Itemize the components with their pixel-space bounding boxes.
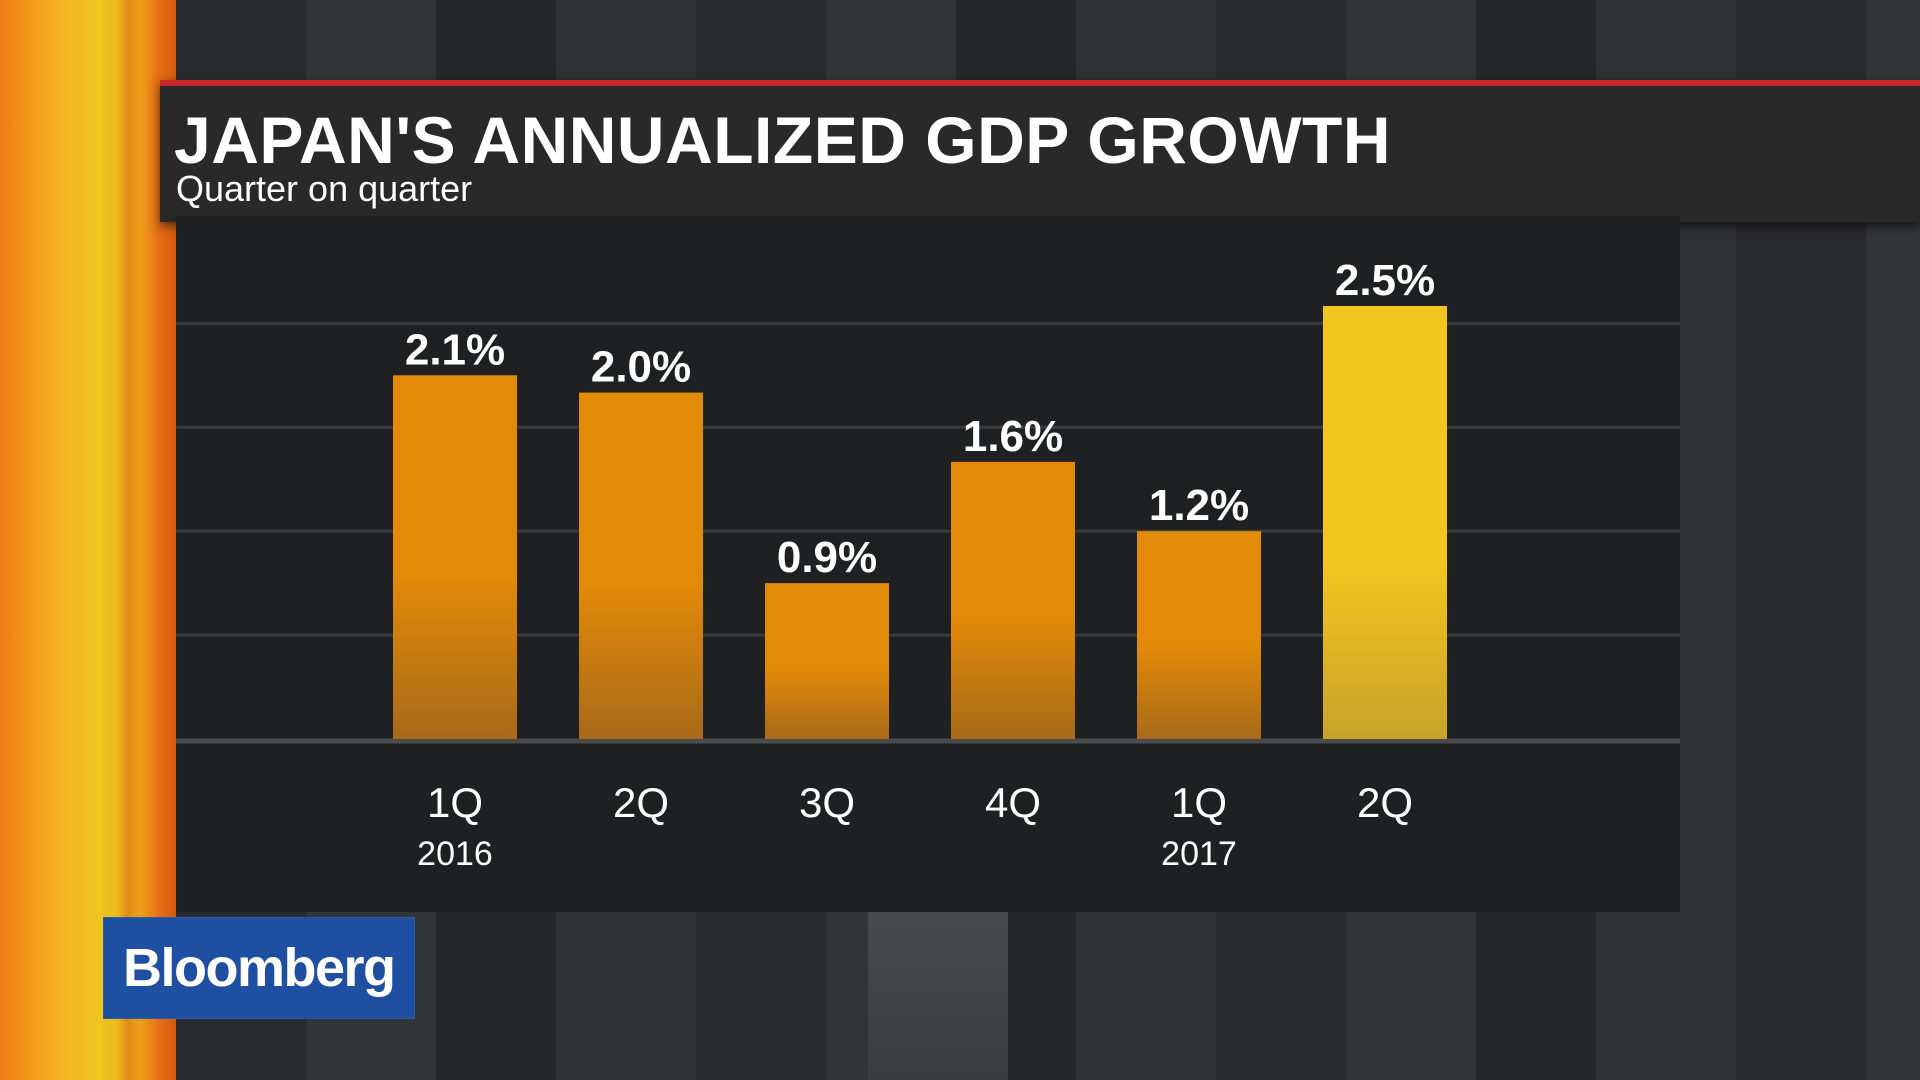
logo-text: Bloomberg: [123, 938, 396, 998]
title-bar: JAPAN'S ANNUALIZED GDP GROWTH Quarter on…: [160, 80, 1920, 222]
category-label: 1Q: [1171, 779, 1227, 826]
category-label: 2Q: [1357, 779, 1413, 826]
data-label: 2.1%: [405, 325, 505, 374]
bar: [951, 461, 1075, 739]
bar: [579, 392, 703, 739]
chart-subtitle: Quarter on quarter: [176, 168, 473, 209]
data-label: 1.2%: [1149, 481, 1249, 530]
year-label: 2016: [417, 835, 493, 873]
category-label: 4Q: [985, 779, 1041, 826]
data-label: 2.0%: [591, 343, 691, 392]
background-light-column: [868, 900, 1008, 1080]
chart-title: JAPAN'S ANNUALIZED GDP GROWTH: [174, 103, 1392, 177]
bar: [1137, 531, 1261, 739]
data-label: 1.6%: [963, 412, 1063, 461]
bar-chart: 2.1% 1Q 2016 2.0% 2Q 0.9% 3Q 1.6% 4Q 1.2% 1Q 2017 2.…: [176, 256, 1680, 873]
category-label: 3Q: [799, 779, 855, 826]
data-label: 0.9%: [777, 533, 877, 582]
bloomberg-logo: Bloomberg: [103, 917, 415, 1019]
data-label: 2.5%: [1335, 256, 1435, 305]
category-label: 2Q: [613, 779, 669, 826]
category-label: 1Q: [427, 779, 483, 826]
year-label: 2017: [1161, 835, 1237, 873]
bar: [1323, 306, 1447, 739]
left-orange-band: [0, 0, 176, 1080]
chart-panel: 2.1% 1Q 2016 2.0% 2Q 0.9% 3Q 1.6% 4Q 1.2% 1Q 2017 2.…: [176, 216, 1680, 912]
bar: [393, 375, 517, 739]
bar: [765, 583, 889, 739]
